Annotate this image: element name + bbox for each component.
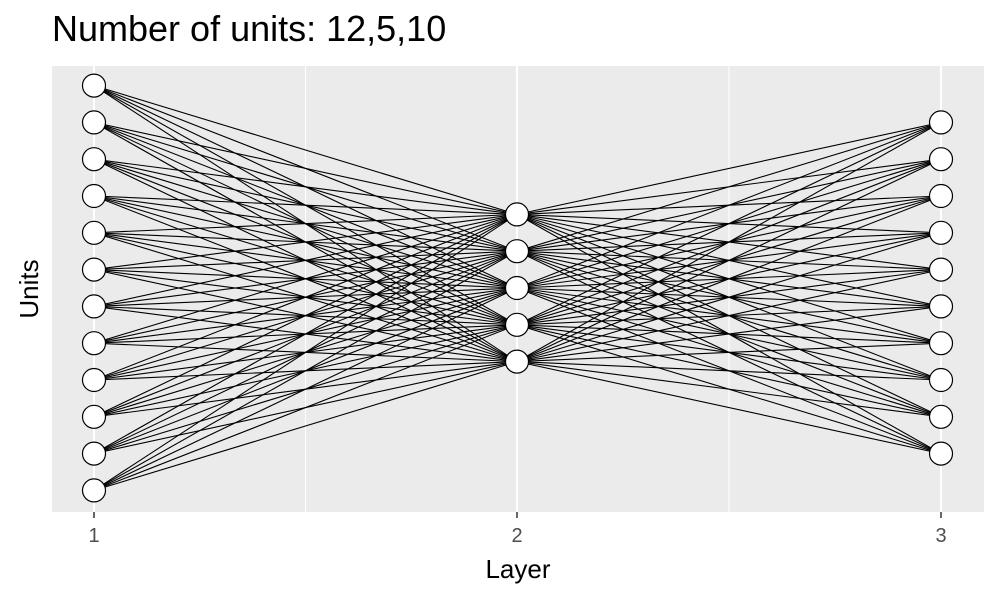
connection-line [516, 213, 942, 418]
connection-line [93, 269, 518, 363]
unit-node [928, 220, 954, 245]
x-tick-label: 1 [88, 525, 99, 547]
unit-node [928, 441, 954, 466]
connection-line [93, 85, 518, 252]
unit-node [928, 183, 954, 209]
unit-node [81, 257, 107, 282]
units [81, 73, 954, 503]
unit-node [928, 294, 954, 319]
y-axis-label: Units [14, 259, 44, 318]
connection-line [93, 361, 518, 491]
connection-line [516, 213, 942, 344]
connection-line [93, 121, 518, 363]
connection-line [516, 213, 942, 271]
unit-node [81, 331, 107, 356]
connection-line [516, 158, 942, 215]
connection-line [516, 121, 942, 215]
unit-node [504, 275, 530, 301]
connection-line [516, 250, 942, 455]
unit-node [81, 147, 107, 172]
unit-node [928, 257, 954, 282]
unit-node [81, 478, 107, 503]
unit-node [81, 220, 107, 245]
connection-line [93, 158, 518, 363]
connection-line [93, 305, 518, 363]
connection-line [93, 361, 518, 455]
connection-line [93, 85, 518, 289]
unit-node [81, 73, 107, 98]
connection-line [93, 361, 518, 381]
connection-line [93, 232, 518, 363]
connection-line [93, 361, 518, 418]
x-axis-ticks: 1 2 3 [88, 512, 947, 547]
x-tick-label: 3 [935, 525, 946, 547]
connection-line [93, 85, 518, 363]
unit-node [928, 404, 954, 429]
connection-line [516, 213, 942, 234]
unit-node [81, 110, 107, 135]
connection-line [516, 213, 942, 455]
unit-node [504, 202, 530, 227]
unit-node [928, 147, 954, 172]
chart-title: Number of units: 12,5,10 [52, 8, 447, 49]
connection-line [516, 287, 942, 455]
connection-line [516, 213, 942, 381]
unit-node [81, 294, 107, 319]
connection-line [516, 361, 942, 455]
connection-line [93, 342, 518, 363]
x-axis-label: Layer [485, 554, 550, 584]
connection-line [516, 195, 942, 215]
unit-node [504, 239, 530, 264]
unit-node [81, 183, 107, 209]
connection-line [516, 324, 942, 455]
unit-node [928, 110, 954, 135]
connection-line [516, 213, 942, 307]
unit-node [504, 312, 530, 337]
unit-node [81, 404, 107, 429]
connection-line [93, 85, 518, 326]
unit-node [928, 367, 954, 393]
x-tick-label: 2 [511, 525, 522, 547]
connection-line [93, 85, 518, 215]
unit-node [928, 331, 954, 356]
unit-node [504, 349, 530, 374]
connections [93, 85, 942, 491]
unit-node [81, 367, 107, 393]
connection-line [93, 195, 518, 363]
unit-node [81, 441, 107, 466]
